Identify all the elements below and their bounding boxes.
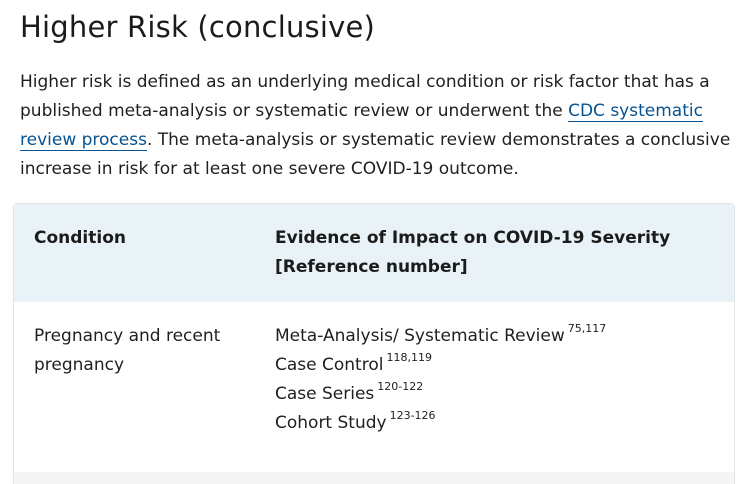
reference-numbers: 75,117: [567, 322, 607, 335]
reference-numbers: 118,119: [386, 351, 432, 364]
evidence-label: Cohort Study: [275, 413, 387, 433]
evidence-item: Cohort Study 123-126: [275, 409, 714, 438]
evidence-item: Case Series 120-122: [275, 380, 714, 409]
next-row-strip: [14, 472, 734, 484]
intro-text-after-link: . The meta-analysis or systematic review…: [20, 130, 731, 179]
risk-table: Condition Evidence of Impact on COVID-19…: [14, 204, 734, 458]
table-body: Pregnancy and recent pregnancy Meta-Anal…: [14, 302, 734, 458]
cdc-systematic-review-link[interactable]: CDC systematic review process: [20, 101, 703, 151]
reference-numbers: 120-122: [377, 380, 424, 393]
evidence-label: Case Control: [275, 355, 384, 375]
column-header-evidence: Evidence of Impact on COVID-19 Severity …: [275, 204, 734, 302]
evidence-item: Meta-Analysis/ Systematic Review 75,117: [275, 322, 714, 351]
evidence-label: Case Series: [275, 384, 375, 404]
column-header-condition: Condition: [34, 228, 126, 248]
table-row: Pregnancy and recent pregnancy Meta-Anal…: [14, 302, 734, 458]
reference-numbers: 123-126: [389, 409, 436, 422]
evidence-label: Meta-Analysis/ Systematic Review: [275, 326, 565, 346]
intro-text-before-link: Higher risk is defined as an underlying …: [20, 72, 710, 121]
table-header: Condition Evidence of Impact on COVID-19…: [14, 204, 734, 302]
evidence-cell: Meta-Analysis/ Systematic Review 75,117 C…: [275, 302, 734, 458]
section-heading: Higher Risk (conclusive): [20, 10, 376, 44]
risk-table-card: Condition Evidence of Impact on COVID-19…: [13, 203, 735, 484]
intro-paragraph: Higher risk is defined as an underlying …: [20, 68, 732, 184]
evidence-item: Case Control 118,119: [275, 351, 714, 380]
column-header-evidence-subtitle: [Reference number]: [275, 257, 468, 277]
condition-cell: Pregnancy and recent pregnancy: [34, 326, 221, 375]
table-header-row: Condition Evidence of Impact on COVID-19…: [14, 204, 734, 302]
column-header-evidence-title: Evidence of Impact on COVID-19 Severity: [275, 228, 671, 248]
